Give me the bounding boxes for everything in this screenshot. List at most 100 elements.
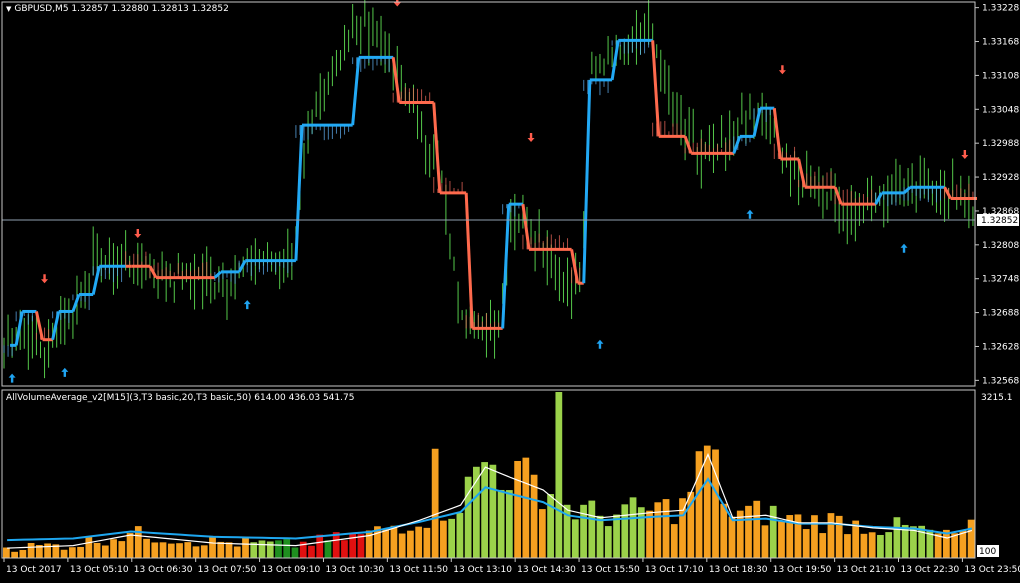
volume-bar: [959, 530, 967, 558]
volume-bar: [712, 449, 719, 558]
volume-bar: [728, 516, 736, 558]
time-tick-label: 13 Oct 19:50: [773, 565, 832, 575]
volume-bar: [489, 464, 497, 558]
time-tick-label: 13 Oct 22:30: [901, 565, 960, 575]
volume-bar: [448, 518, 456, 558]
volume-bar: [769, 505, 777, 558]
chevron-down-icon[interactable]: ▼: [6, 5, 12, 13]
price-axis: 1.33228 1.33168 1.33108 1.33048 1.32988 1.329…: [975, 4, 1019, 557]
volume-bar: [93, 542, 101, 558]
volume-bar: [802, 529, 810, 558]
trend-transition: [432, 102, 442, 193]
volume-bar: [258, 540, 266, 558]
trend-transition: [903, 186, 912, 194]
price-tick-label: 1.32628: [982, 342, 1019, 352]
volume-min-box: [977, 545, 999, 557]
volume-bar: [934, 533, 942, 558]
trend-transition: [501, 204, 511, 329]
volume-bar: [291, 547, 299, 558]
trend-transition: [91, 265, 101, 295]
volume-bar: [390, 525, 398, 558]
time-tick-label: 13 Oct 21:10: [837, 565, 896, 575]
volume-bar: [398, 533, 406, 558]
volume-bar: [885, 532, 893, 558]
volume-bar: [646, 510, 653, 558]
volume-bar: [176, 543, 183, 558]
volume-bar: [580, 504, 587, 558]
volume-bar: [844, 534, 851, 558]
volume-bar: [629, 497, 637, 558]
volume-bar: [538, 509, 546, 558]
indicator-title: AllVolumeAverage_v2[M15](3,T3 basic,20,T…: [6, 393, 354, 403]
volume-bars: [3, 392, 975, 558]
volume-bar: [827, 513, 835, 558]
volume-bar: [357, 534, 365, 558]
trend-transition: [148, 265, 158, 279]
arrow-up-icon: [243, 300, 251, 310]
trend-transition: [213, 270, 222, 279]
volume-bar: [143, 538, 150, 558]
price-tick-label: 1.33168: [982, 38, 1019, 48]
volume-bar: [200, 545, 208, 558]
arrow-down-icon: [134, 229, 142, 239]
trend-transition: [464, 192, 474, 329]
volume-bar: [473, 466, 480, 558]
volume-bar: [464, 476, 472, 558]
volume-bar: [522, 457, 530, 558]
time-tick-label: 13 Oct 2017: [6, 565, 62, 575]
price-tick-label: 1.32808: [982, 241, 1019, 251]
price-tick-label: 1.33048: [982, 105, 1019, 115]
volume-bar: [794, 514, 802, 558]
volume-bar: [374, 526, 381, 558]
volume-bar: [349, 533, 357, 558]
volume-bar: [613, 514, 620, 558]
volume-bar: [101, 545, 109, 558]
volume-bar: [901, 524, 909, 558]
volume-bar: [11, 551, 18, 558]
volume-bar: [27, 542, 35, 558]
trend-transition: [294, 125, 304, 261]
time-tick-label: 13 Oct 17:10: [645, 565, 704, 575]
trend-transition: [833, 186, 843, 205]
trend-line: [10, 38, 977, 347]
volume-bar: [621, 504, 629, 558]
volume-bar: [423, 527, 431, 558]
arrow-up-icon: [900, 243, 908, 253]
volume-bar: [85, 536, 93, 558]
trend-transition: [391, 57, 401, 103]
volume-bar: [324, 540, 332, 558]
indicator-ticks: [3, 40, 974, 357]
volume-bar: [382, 529, 390, 558]
indicator-label: AllVolumeAverage_v2[M15](3,T3 basic,20,T…: [6, 393, 355, 403]
time-tick-label: 13 Oct 23:50: [964, 565, 1020, 575]
trend-transition: [237, 259, 247, 273]
price-tick-label: 1.32868: [982, 207, 1019, 217]
volume-bar: [456, 512, 464, 558]
arrow-up-icon: [61, 367, 69, 377]
volume-bar: [275, 540, 282, 558]
price-tick-label: 1.32988: [982, 139, 1019, 149]
volume-bar: [431, 448, 439, 558]
arrow-up-icon: [8, 373, 16, 383]
volume-bar: [703, 445, 711, 558]
time-tick-label: 13 Oct 13:10: [453, 565, 512, 575]
volume-bar: [209, 537, 216, 558]
volume-bar: [283, 539, 291, 558]
volume-bar: [860, 533, 868, 558]
volume-bar: [52, 544, 60, 558]
arrow-down-icon: [527, 133, 535, 143]
volume-bar: [596, 515, 604, 558]
volume-bar: [110, 539, 117, 558]
volume-bar: [943, 529, 950, 558]
volume-avg-fast-line: [7, 452, 973, 549]
volume-bar: [184, 542, 192, 558]
arrow-down-icon: [961, 149, 969, 159]
volume-bar: [687, 491, 695, 558]
volume-bar: [514, 460, 521, 558]
volume-bar: [951, 533, 959, 558]
volume-min-label: 100: [979, 547, 996, 557]
volume-bar: [852, 520, 860, 558]
arrow-down-icon: [778, 65, 786, 75]
